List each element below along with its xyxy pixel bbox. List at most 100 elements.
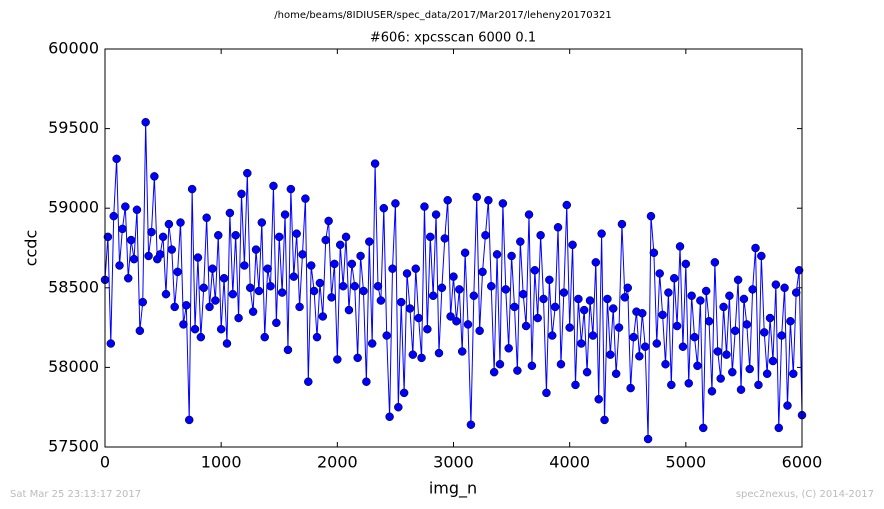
data-point — [391, 199, 400, 208]
data-point — [469, 291, 479, 301]
data-point — [516, 237, 525, 246]
data-point — [725, 291, 734, 301]
data-point — [141, 117, 150, 127]
data-point — [132, 205, 142, 215]
x-tick-label: 0 — [100, 453, 110, 472]
data-point — [295, 302, 304, 312]
x-tick-label: 3000 — [433, 453, 474, 472]
data-point — [112, 154, 121, 164]
x-tick-label: 1000 — [201, 453, 242, 472]
data-point — [594, 394, 603, 404]
data-point — [614, 323, 624, 332]
data-point — [216, 324, 226, 334]
data-point — [184, 415, 194, 425]
data-point — [495, 359, 505, 369]
data-point — [234, 313, 243, 323]
data-point — [333, 355, 342, 364]
data-point — [190, 324, 200, 334]
data-point — [579, 305, 589, 315]
data-point — [196, 332, 206, 342]
data-point — [170, 302, 179, 312]
data-point — [565, 323, 574, 332]
data-point — [347, 259, 357, 269]
data-point — [742, 320, 752, 329]
x-tick-label: 5000 — [665, 453, 706, 472]
data-point — [466, 420, 476, 429]
suptitle: /home/beams/8IDIUSER/spec_data/2017/Mar2… — [274, 10, 611, 21]
data-point — [504, 344, 513, 353]
data-point — [370, 159, 380, 168]
data-point — [260, 332, 269, 342]
data-point — [699, 423, 708, 433]
data-point — [524, 210, 534, 219]
data-point — [382, 331, 391, 340]
data-point — [315, 278, 325, 288]
data-point — [638, 309, 647, 318]
data-point — [675, 242, 685, 251]
data-point — [129, 254, 139, 264]
data-point — [402, 269, 412, 278]
data-point — [780, 283, 789, 293]
data-point — [205, 302, 214, 312]
data-point — [754, 380, 763, 390]
data-point — [597, 229, 606, 238]
data-point — [542, 388, 551, 398]
data-point — [225, 208, 235, 218]
data-point — [309, 286, 319, 296]
data-point — [161, 289, 171, 299]
data-point — [231, 231, 240, 240]
data-point — [283, 345, 293, 355]
data-point — [745, 364, 754, 374]
data-point — [394, 402, 403, 412]
data-point — [472, 192, 481, 202]
x-tick-label: 2000 — [317, 453, 358, 472]
data-point — [707, 387, 717, 396]
data-point — [138, 297, 148, 307]
data-point — [420, 202, 429, 211]
data-point — [446, 312, 455, 321]
footer-right: spec2nexus, (C) 2014-2017 — [736, 489, 874, 500]
data-point — [791, 288, 801, 297]
data-point — [452, 316, 461, 326]
data-point — [704, 316, 714, 326]
data-point — [344, 305, 354, 315]
data-point — [399, 388, 409, 398]
data-point — [501, 285, 511, 294]
data-point — [106, 339, 116, 348]
data-point — [553, 223, 563, 232]
data-point — [789, 369, 798, 379]
data-point — [330, 259, 339, 269]
data-point — [423, 324, 432, 334]
data-point — [606, 350, 615, 359]
data-point — [556, 359, 566, 369]
data-point — [478, 267, 487, 277]
data-point — [498, 199, 508, 208]
data-point — [298, 250, 307, 259]
data-point — [669, 273, 679, 283]
data-point — [109, 211, 118, 221]
data-point — [199, 283, 208, 293]
data-point — [327, 293, 336, 302]
data-point — [373, 281, 383, 291]
data-point — [539, 294, 548, 304]
data-point — [219, 273, 229, 283]
plot-frame — [104, 48, 803, 448]
data-point — [214, 231, 223, 240]
data-point — [794, 266, 804, 275]
data-point — [277, 288, 287, 297]
data-point — [292, 229, 301, 238]
data-point — [367, 339, 377, 348]
data-point — [562, 200, 572, 210]
data-point — [304, 377, 313, 386]
data-point — [324, 216, 333, 226]
data-point — [547, 331, 557, 340]
data-point — [710, 258, 720, 267]
data-point — [545, 275, 554, 285]
data-point — [269, 181, 278, 191]
footer-left: Sat Mar 25 23:13:17 2017 — [10, 489, 141, 500]
data-point — [667, 380, 676, 390]
data-point — [550, 302, 560, 312]
data-point — [321, 235, 330, 245]
data-point — [600, 415, 609, 425]
data-point — [388, 264, 397, 273]
